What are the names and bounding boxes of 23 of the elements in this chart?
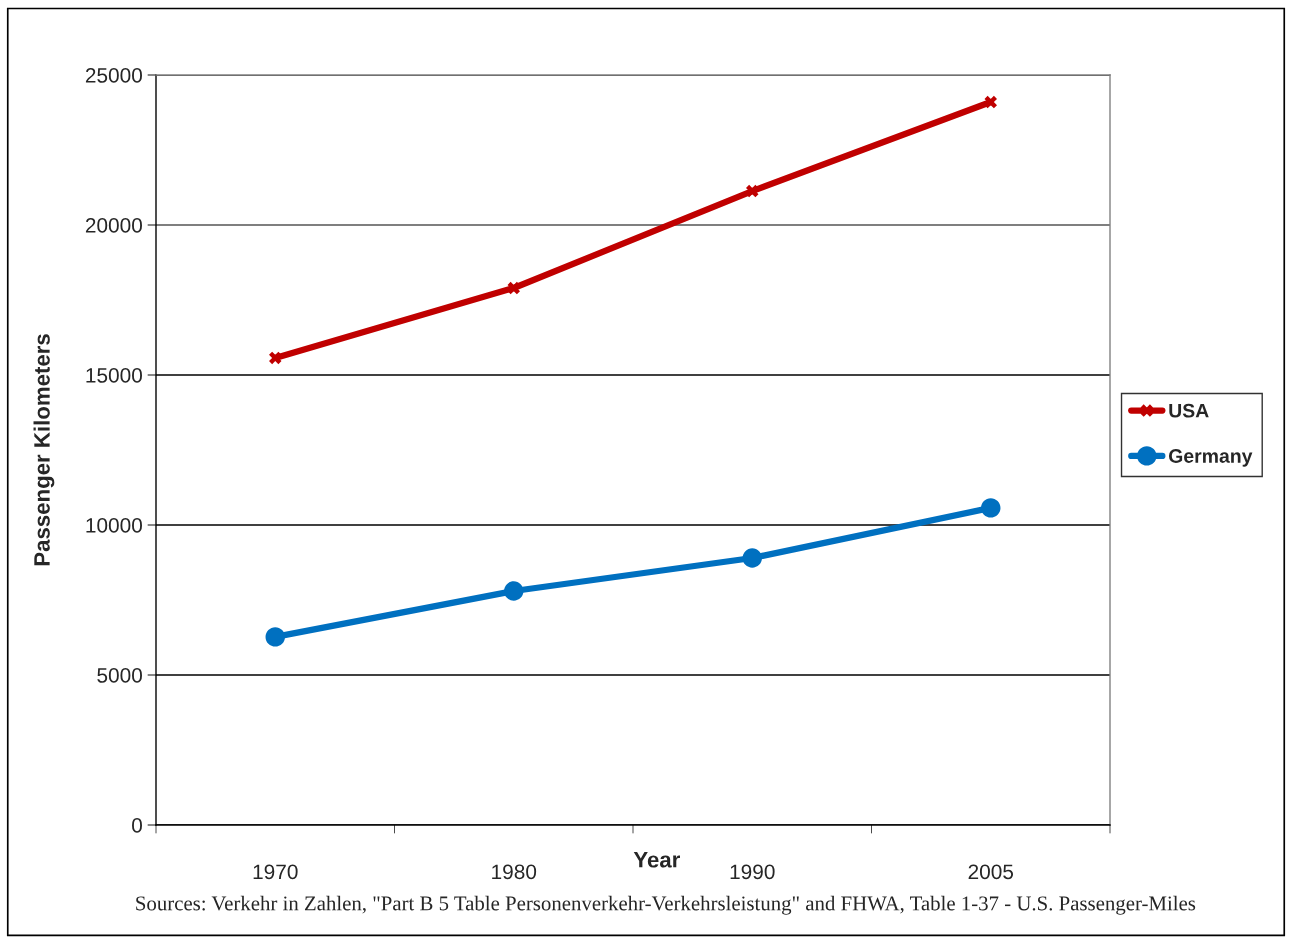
point <box>746 184 759 198</box>
x-tick-label: 2005 <box>968 864 1014 880</box>
source-note: Sources: Verkehr in Zahlen, "Part B 5 Table Personenverkehr-Verkehrsleistung" and FHWA, Table 1-37 - U.S. Passenger-Miles <box>136 895 1196 915</box>
y-tick-label: 0 <box>132 818 142 833</box>
y-tick-label: 10000 <box>86 518 142 533</box>
x-tick-label: 1970 <box>253 864 298 880</box>
y-axis-title: Passenger Kilometers <box>33 334 55 566</box>
point <box>269 351 282 365</box>
x-axis-title: Year <box>633 852 680 868</box>
point <box>984 95 997 109</box>
point <box>265 627 285 647</box>
legend-label: Germany <box>1168 449 1253 467</box>
point <box>504 581 524 601</box>
point <box>981 498 1001 518</box>
x-tick-label: 1990 <box>730 864 775 880</box>
point <box>742 548 762 568</box>
y-tick-label: 15000 <box>86 368 142 383</box>
x-tick-label: 1980 <box>492 864 537 880</box>
legend-label: USA <box>1169 403 1209 418</box>
y-tick-label: 20000 <box>85 218 142 233</box>
point <box>507 281 520 295</box>
y-tick-label: 25000 <box>85 68 142 83</box>
y-tick-label: 5000 <box>97 668 142 683</box>
